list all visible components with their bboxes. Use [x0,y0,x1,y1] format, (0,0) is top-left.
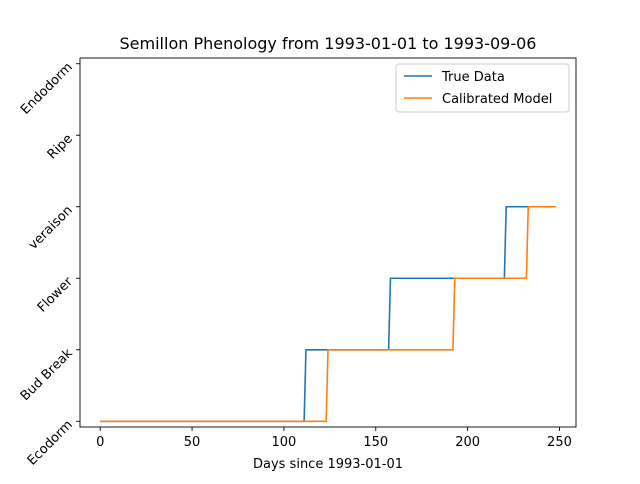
legend: True Data Calibrated Model [395,63,570,113]
chart-title: Semillon Phenology from 1993-01-01 to 19… [120,34,537,53]
legend-box [395,63,570,113]
series-line-2 [100,205,556,423]
x-tick-label: 200 [455,435,480,450]
x-tick-label: 100 [271,435,296,450]
legend-label-1: True Data [441,70,505,85]
x-axis-label: Days since 1993-01-01 [253,457,403,472]
series-line-1 [100,205,556,423]
axes-frame [79,57,577,428]
x-tick-label: 50 [184,435,201,450]
x-tick-label: 150 [363,435,388,450]
x-tick-label: 250 [547,435,572,450]
legend-label-2: Calibrated Model [442,92,552,107]
plot-layer [100,205,556,423]
x-tick-label: 0 [96,435,104,450]
